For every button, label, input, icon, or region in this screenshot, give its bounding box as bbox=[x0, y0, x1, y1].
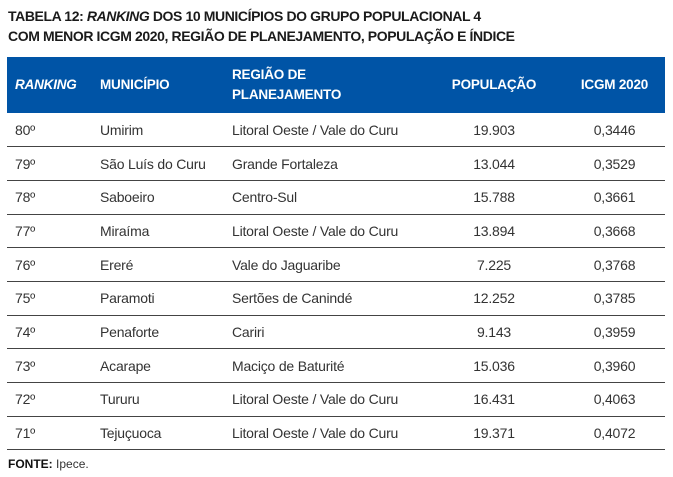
regiao-cell: Litoral Oeste / Vale do Curu bbox=[232, 222, 399, 239]
municipio-cell: Umirim bbox=[100, 121, 144, 138]
table-row: 76º Ereré Vale do Jaguaribe 7.225 0,3768 bbox=[7, 248, 665, 282]
table-row: 77º Miraíma Litoral Oeste / Vale do Curu 13… bbox=[7, 214, 665, 248]
title-line2: COM MENOR ICGM 2020, REGIÃO DE PLANEJAME… bbox=[8, 28, 515, 44]
municipio-cell: Paramoti bbox=[100, 290, 155, 307]
icgm-cell: 0,3768 bbox=[593, 256, 636, 273]
source-note: FONTE: Ipece. bbox=[8, 457, 89, 471]
regiao-cell: Vale do Jaguaribe bbox=[232, 256, 341, 273]
table-title: TABELA 12: RANKING DOS 10 MUNICÍPIOS DO … bbox=[8, 6, 515, 46]
header-municipio: MUNICÍPIO bbox=[100, 77, 170, 92]
table-row: 79º São Luís do Curu Grande Fortaleza 13.04… bbox=[7, 147, 665, 181]
rank-cell: 80º bbox=[15, 121, 36, 138]
municipio-cell: Tururu bbox=[100, 391, 140, 408]
populacao-cell: 12.252 bbox=[473, 290, 515, 307]
populacao-cell: 19.903 bbox=[473, 121, 515, 138]
populacao-cell: 15.036 bbox=[473, 357, 515, 374]
header-ranking: RANKING bbox=[15, 77, 77, 92]
municipio-cell: Acarape bbox=[100, 357, 151, 374]
rank-cell: 75º bbox=[15, 290, 36, 307]
icgm-cell: 0,3785 bbox=[593, 290, 636, 307]
populacao-cell: 15.788 bbox=[473, 189, 515, 206]
icgm-cell: 0,4063 bbox=[593, 391, 636, 408]
icgm-cell: 0,3959 bbox=[593, 323, 636, 340]
regiao-cell: Sertões de Canindé bbox=[232, 290, 353, 307]
regiao-cell: Litoral Oeste / Vale do Curu bbox=[232, 391, 399, 408]
rank-cell: 74º bbox=[15, 323, 36, 340]
regiao-cell: Litoral Oeste / Vale do Curu bbox=[232, 121, 399, 138]
populacao-cell: 7.225 bbox=[476, 256, 512, 273]
regiao-cell: Litoral Oeste / Vale do Curu bbox=[232, 425, 399, 442]
icgm-cell: 0,3661 bbox=[593, 189, 636, 206]
icgm-cell: 0,3668 bbox=[593, 222, 636, 239]
rank-cell: 79º bbox=[15, 155, 36, 172]
table-row: 75º Paramoti Sertões de Canindé 12.252 0,378… bbox=[7, 281, 665, 316]
populacao-cell: 9.143 bbox=[476, 323, 512, 340]
populacao-cell: 19.371 bbox=[473, 425, 515, 442]
rank-cell: 73º bbox=[15, 357, 36, 374]
municipio-cell: Miraíma bbox=[100, 222, 150, 239]
populacao-cell: 16.431 bbox=[473, 391, 515, 408]
rank-cell: 78º bbox=[15, 189, 36, 206]
table-row: 73º Acarape Maciço de Baturité 15.036 0,3960 bbox=[7, 349, 665, 383]
populacao-cell: 13.044 bbox=[473, 155, 515, 172]
header-row: RANKING MUNICÍPIO REGIÃO DE PLANEJAMENTO … bbox=[7, 57, 665, 113]
municipio-cell: Ereré bbox=[100, 256, 134, 273]
regiao-cell: Maciço de Baturité bbox=[232, 357, 345, 374]
table-row: 78º Saboeiro Centro-Sul 15.788 0,3661 bbox=[7, 180, 665, 215]
header-regiao: REGIÃO DE PLANEJAMENTO bbox=[232, 67, 342, 102]
regiao-cell: Grande Fortaleza bbox=[232, 155, 338, 172]
municipio-cell: Tejuçuoca bbox=[100, 425, 162, 442]
municipio-cell: São Luís do Curu bbox=[100, 155, 206, 172]
regiao-cell: Centro-Sul bbox=[232, 189, 297, 206]
header-populacao: POPULAÇÃO bbox=[451, 77, 537, 92]
table-row: 72º Tururu Litoral Oeste / Vale do Curu 16.… bbox=[7, 383, 665, 417]
header-icgm: ICGM 2020 bbox=[580, 77, 649, 92]
icgm-cell: 0,3960 bbox=[593, 357, 636, 374]
table-row: 71º Tejuçuoca Litoral Oeste / Vale do Curu… bbox=[7, 416, 665, 450]
rank-cell: 76º bbox=[15, 256, 36, 273]
title-rest: DOS 10 MUNICÍPIOS DO GRUPO POPULACIONAL … bbox=[149, 8, 481, 24]
table-row: 80º Umirim Litoral Oeste / Vale do Curu 19.… bbox=[7, 113, 665, 147]
icgm-cell: 0,3529 bbox=[593, 155, 636, 172]
title-italic: RANKING bbox=[86, 8, 150, 24]
table-row: 74º Penaforte Cariri 9.143 0,3959 bbox=[7, 315, 665, 349]
title-prefix: TABELA 12: bbox=[8, 8, 87, 24]
populacao-cell: 13.894 bbox=[473, 222, 515, 239]
regiao-cell: Cariri bbox=[232, 323, 265, 340]
icgm-cell: 0,4072 bbox=[593, 425, 636, 442]
rank-cell: 77º bbox=[15, 222, 36, 239]
rank-cell: 72º bbox=[15, 391, 36, 408]
municipio-cell: Saboeiro bbox=[100, 189, 155, 206]
ranking-table: RANKING MUNICÍPIO REGIÃO DE PLANEJAMENTO … bbox=[7, 57, 665, 450]
municipio-cell: Penaforte bbox=[100, 323, 159, 340]
icgm-cell: 0,3446 bbox=[593, 121, 636, 138]
rank-cell: 71º bbox=[15, 425, 36, 442]
